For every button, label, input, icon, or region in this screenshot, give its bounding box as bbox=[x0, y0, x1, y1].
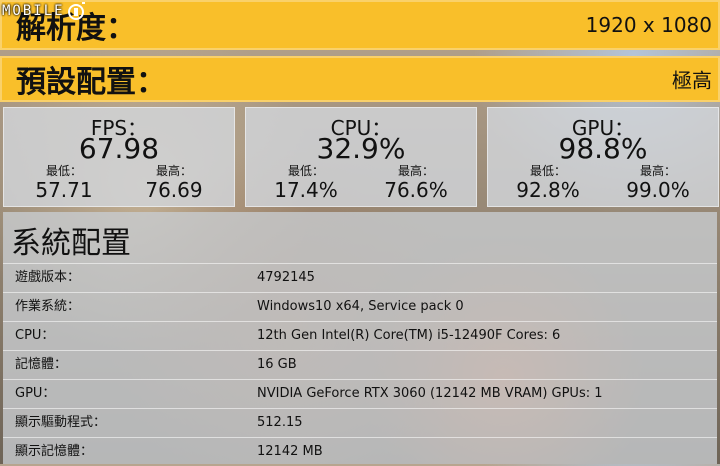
row-key: 顯示驅動程式： bbox=[15, 415, 107, 430]
cpu-max: 最高： 76.6% bbox=[366, 164, 466, 202]
cpu-min-value: 17.4% bbox=[274, 178, 338, 202]
system-row-gpu: GPU： NVIDIA GeForce RTX 3060 (12142 MB V… bbox=[3, 379, 717, 408]
resolution-label: 解析度： bbox=[16, 11, 136, 46]
gpu-title: GPU： bbox=[571, 116, 635, 140]
cpu-min-label: 最低： bbox=[287, 164, 324, 178]
row-key: CPU： bbox=[15, 328, 55, 343]
gpu-max-value: 99.0% bbox=[626, 178, 690, 202]
row-value: 12142 MB bbox=[257, 444, 323, 459]
gpu-min-label: 最低： bbox=[529, 164, 566, 178]
system-row-memory: 記憶體： 16 GB bbox=[3, 350, 717, 379]
gpu-max-label: 最高： bbox=[639, 164, 676, 178]
fps-title: FPS： bbox=[90, 116, 148, 140]
row-value: 4792145 bbox=[257, 270, 315, 285]
fps-min: 最低： 57.71 bbox=[14, 164, 114, 202]
row-value: 16 GB bbox=[257, 357, 297, 372]
fps-max-label: 最高： bbox=[155, 164, 192, 178]
row-value: NVIDIA GeForce RTX 3060 (12142 MB VRAM) … bbox=[257, 386, 603, 401]
system-row-game-version: 遊戲版本： 4792145 bbox=[3, 263, 717, 292]
cpu-max-label: 最高： bbox=[397, 164, 434, 178]
gpu-value: 98.8% bbox=[558, 132, 648, 165]
gpu-max: 最高： 99.0% bbox=[608, 164, 708, 202]
fps-stat-box: FPS： 67.98 最低： 57.71 最高： 76.69 bbox=[3, 107, 235, 207]
cpu-title: CPU： bbox=[330, 116, 392, 140]
brand-logo-text: MOBILE bbox=[2, 3, 65, 19]
fps-max-value: 76.69 bbox=[145, 178, 203, 202]
cpu-value: 32.9% bbox=[316, 132, 406, 165]
gpu-stat-box: GPU： 98.8% 最低： 92.8% 最高： 99.0% bbox=[487, 107, 719, 207]
row-value: 512.15 bbox=[257, 415, 303, 430]
mobile01-logo-icon bbox=[67, 2, 85, 20]
fps-min-label: 最低： bbox=[45, 164, 82, 178]
row-value: 12th Gen Intel(R) Core(TM) i5-12490F Cor… bbox=[257, 328, 561, 343]
row-key: 顯示記憶體： bbox=[15, 444, 94, 459]
cpu-min: 最低： 17.4% bbox=[256, 164, 356, 202]
row-key: 記憶體： bbox=[15, 357, 68, 372]
fps-max: 最高： 76.69 bbox=[124, 164, 224, 202]
resolution-bar: 解析度： 1920 x 1080 bbox=[0, 0, 720, 50]
cpu-stat-box: CPU： 32.9% 最低： 17.4% 最高： 76.6% bbox=[245, 107, 477, 207]
system-config-title: 系統配置 bbox=[11, 226, 131, 261]
row-key: 作業系統： bbox=[15, 299, 81, 314]
gpu-min-value: 92.8% bbox=[516, 178, 580, 202]
preset-bar: 預設配置： 極高 bbox=[0, 56, 720, 102]
gpu-min: 最低： 92.8% bbox=[498, 164, 598, 202]
system-row-driver: 顯示驅動程式： 512.15 bbox=[3, 408, 717, 437]
system-config-panel: 系統配置 遊戲版本： 4792145 作業系統： Windows10 x64, … bbox=[3, 212, 717, 464]
cpu-max-value: 76.6% bbox=[384, 178, 448, 202]
brand-logo: MOBILE bbox=[2, 2, 87, 20]
system-row-vram: 顯示記憶體： 12142 MB bbox=[3, 437, 717, 466]
row-key: GPU： bbox=[15, 386, 56, 401]
preset-value: 極高 bbox=[672, 68, 712, 93]
row-value: Windows10 x64, Service pack 0 bbox=[257, 299, 464, 314]
row-key: 遊戲版本： bbox=[15, 270, 81, 285]
system-row-os: 作業系統： Windows10 x64, Service pack 0 bbox=[3, 292, 717, 321]
system-row-cpu: CPU： 12th Gen Intel(R) Core(TM) i5-12490… bbox=[3, 321, 717, 350]
preset-label: 預設配置： bbox=[16, 65, 166, 100]
fps-value: 67.98 bbox=[78, 132, 160, 165]
resolution-value: 1920 x 1080 bbox=[585, 13, 712, 37]
fps-min-value: 57.71 bbox=[35, 178, 93, 202]
